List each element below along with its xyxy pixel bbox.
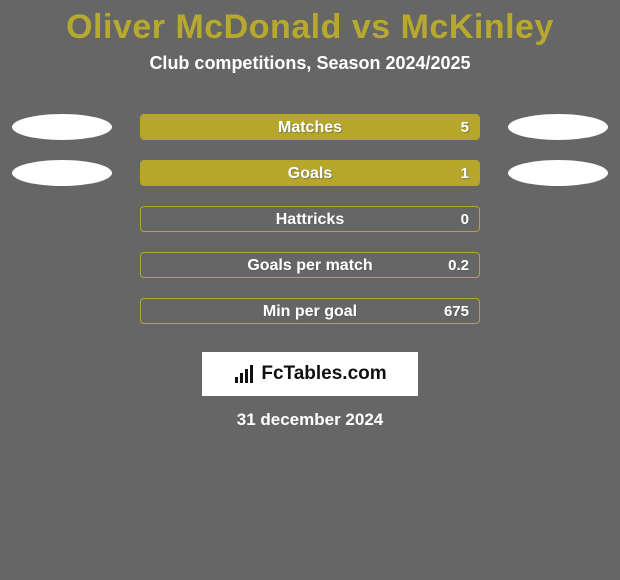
player-right-oval — [508, 160, 608, 186]
stat-bar: Min per goal675 — [140, 298, 480, 324]
stat-value: 0 — [461, 207, 469, 232]
stat-row: Goals per match0.2 — [0, 242, 620, 288]
page-title: Oliver McDonald vs McKinley — [0, 0, 620, 53]
stat-rows: Matches5Goals1Hattricks0Goals per match0… — [0, 104, 620, 334]
stat-label: Matches — [141, 115, 479, 140]
stat-value: 5 — [461, 115, 469, 140]
stat-label: Hattricks — [141, 207, 479, 232]
stat-bar: Matches5 — [140, 114, 480, 140]
page-subtitle: Club competitions, Season 2024/2025 — [0, 53, 620, 74]
stat-value: 675 — [444, 299, 469, 324]
stat-label: Goals per match — [141, 253, 479, 278]
stat-bar: Goals1 — [140, 160, 480, 186]
barchart-icon — [233, 363, 255, 385]
snapshot-date: 31 december 2024 — [0, 410, 620, 430]
stat-row: Matches5 — [0, 104, 620, 150]
player-right-oval — [508, 114, 608, 140]
logo-text: FcTables.com — [261, 363, 386, 385]
player-left-oval — [12, 114, 112, 140]
stat-value: 1 — [461, 161, 469, 186]
stat-row: Hattricks0 — [0, 196, 620, 242]
player-left-oval — [12, 160, 112, 186]
stat-value: 0.2 — [448, 253, 469, 278]
logo-box: FcTables.com — [202, 352, 418, 396]
stat-bar: Hattricks0 — [140, 206, 480, 232]
stat-label: Min per goal — [141, 299, 479, 324]
stat-bar: Goals per match0.2 — [140, 252, 480, 278]
stat-row: Min per goal675 — [0, 288, 620, 334]
stat-label: Goals — [141, 161, 479, 186]
stat-row: Goals1 — [0, 150, 620, 196]
